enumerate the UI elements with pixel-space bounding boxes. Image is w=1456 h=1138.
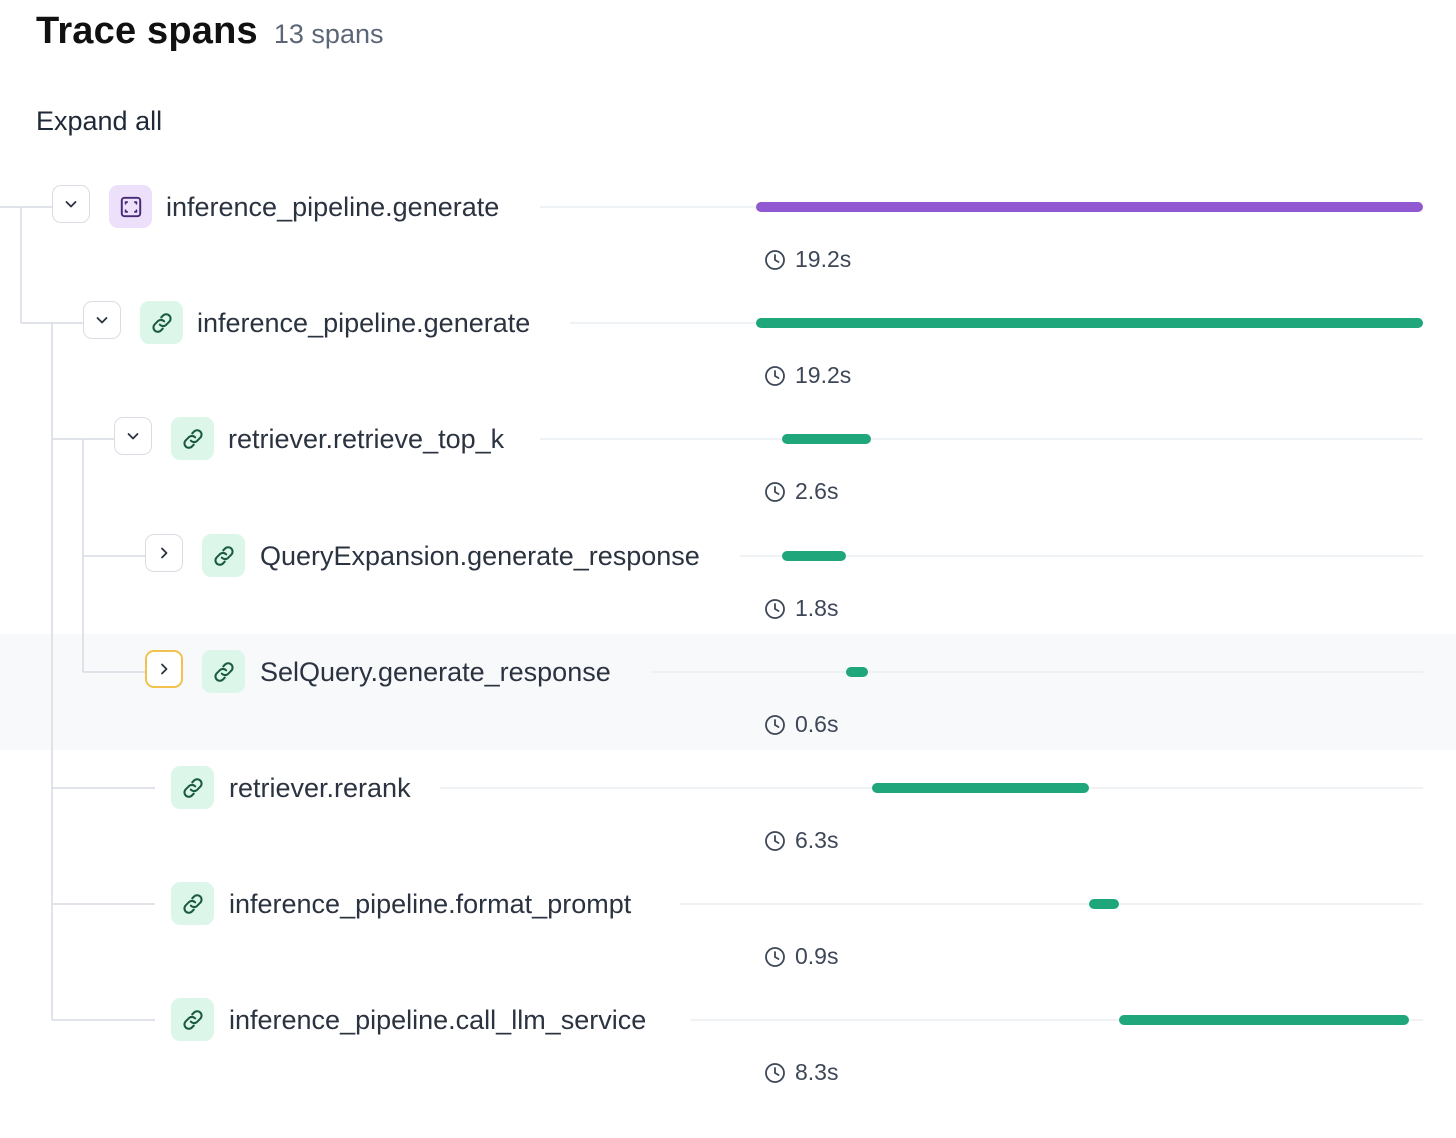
page-title: Trace spans [36, 10, 258, 52]
duration-text: 19.2s [795, 246, 852, 272]
link-icon [213, 661, 234, 682]
link-icon [182, 777, 203, 798]
chevron-down-icon [65, 201, 77, 208]
clock-icon [765, 1062, 785, 1083]
chevron-down-icon [96, 317, 108, 324]
duration-text: 2.6s [795, 478, 839, 504]
span-duration-bar[interactable] [1089, 899, 1119, 909]
link-icon [182, 893, 203, 914]
span-type-badge [171, 998, 214, 1041]
span-name[interactable]: retriever.retrieve_top_k [228, 421, 521, 457]
span-duration-bar[interactable] [846, 667, 868, 677]
span-duration: 19.2s [764, 362, 851, 389]
link-icon [182, 428, 203, 449]
span-row[interactable]: inference_pipeline.generate 19.2s [0, 185, 1456, 323]
span-type-badge [171, 417, 214, 460]
span-type-badge [140, 301, 183, 344]
chevron-right-icon [161, 663, 168, 675]
page-header: Trace spans 13 spans [36, 10, 383, 53]
link-icon [151, 312, 172, 333]
span-duration: 0.9s [764, 943, 838, 970]
span-duration-bar[interactable] [782, 551, 846, 561]
span-row[interactable]: inference_pipeline.format_prompt 0.9s [0, 882, 1456, 1020]
clock-icon [765, 249, 785, 270]
span-name[interactable]: inference_pipeline.generate [197, 305, 547, 341]
span-name[interactable]: QueryExpansion.generate_response [260, 538, 716, 574]
span-duration: 6.3s [764, 827, 838, 854]
span-duration: 2.6s [764, 478, 838, 505]
link-icon [213, 545, 234, 566]
clock-icon [765, 365, 785, 386]
span-name[interactable]: SelQuery.generate_response [260, 654, 627, 690]
clock-icon [765, 481, 785, 502]
span-row[interactable]: inference_pipeline.generate 19.2s [0, 301, 1456, 439]
span-duration: 8.3s [764, 1059, 838, 1086]
span-name[interactable]: inference_pipeline.call_llm_service [229, 1002, 663, 1038]
span-duration: 1.8s [764, 595, 838, 622]
span-type-badge [171, 882, 214, 925]
frame-icon [120, 196, 141, 217]
duration-text: 6.3s [795, 827, 839, 853]
span-row[interactable]: retriever.rerank 6.3s [0, 766, 1456, 904]
duration-text: 0.6s [795, 711, 839, 737]
span-row-selected[interactable]: SelQuery.generate_response 0.6s [0, 650, 1456, 788]
chevron-right-icon [161, 547, 168, 559]
collapse-toggle-button[interactable] [52, 185, 90, 223]
span-name[interactable]: inference_pipeline.format_prompt [229, 886, 648, 922]
span-duration-bar[interactable] [1119, 1015, 1409, 1025]
span-count: 13 spans [273, 19, 384, 49]
duration-text: 0.9s [795, 943, 839, 969]
link-icon [182, 1009, 203, 1030]
span-row[interactable]: inference_pipeline.call_llm_service 8.3s [0, 998, 1456, 1136]
span-row[interactable]: QueryExpansion.generate_response 1.8s [0, 534, 1456, 672]
duration-text: 8.3s [795, 1059, 839, 1085]
span-type-badge [202, 534, 245, 577]
span-duration: 19.2s [764, 246, 851, 273]
expand-all-button[interactable]: Expand all [36, 106, 163, 136]
span-name[interactable]: retriever.rerank [229, 770, 427, 806]
span-duration-bar[interactable] [756, 318, 1423, 328]
span-duration-bar[interactable] [756, 202, 1423, 212]
clock-icon [765, 714, 785, 735]
duration-text: 19.2s [795, 362, 852, 388]
duration-text: 1.8s [795, 595, 839, 621]
clock-icon [765, 598, 785, 619]
chevron-down-icon [127, 433, 139, 440]
clock-icon [765, 946, 785, 967]
span-name[interactable]: inference_pipeline.generate [166, 189, 516, 225]
span-type-badge [171, 766, 214, 809]
span-type-badge [109, 185, 152, 228]
collapse-toggle-button[interactable] [114, 417, 152, 455]
expand-toggle-button[interactable] [145, 650, 183, 688]
span-row[interactable]: retriever.retrieve_top_k 2.6s [0, 417, 1456, 555]
clock-icon [765, 830, 785, 851]
span-duration-bar[interactable] [872, 783, 1089, 793]
expand-toggle-button[interactable] [145, 534, 183, 572]
span-duration: 0.6s [764, 711, 838, 738]
collapse-toggle-button[interactable] [83, 301, 121, 339]
span-duration-bar[interactable] [782, 434, 871, 444]
span-type-badge [202, 650, 245, 693]
